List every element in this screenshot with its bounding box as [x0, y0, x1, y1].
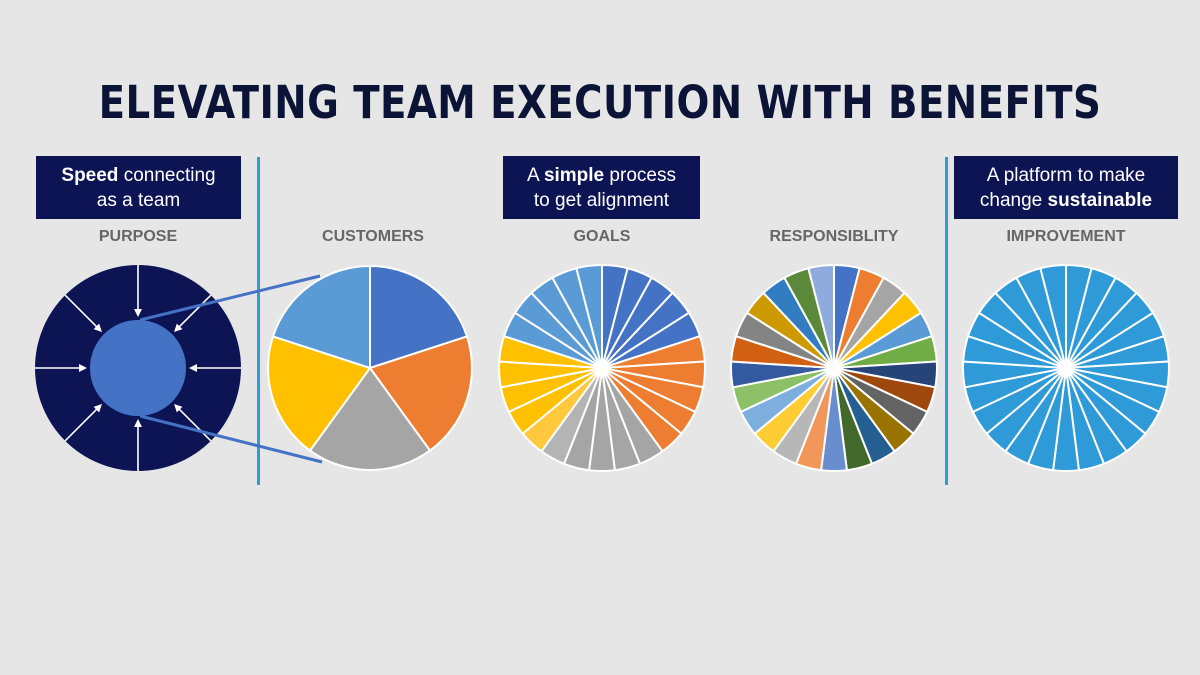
responsibility-pie-chart — [730, 264, 938, 472]
pie-slice — [369, 265, 469, 369]
pie-slice — [309, 367, 431, 471]
zoom-connector-lines — [139, 274, 323, 464]
label-customers: CUSTOMERS — [322, 228, 424, 245]
label-purpose: PURPOSE — [98, 228, 178, 245]
callout-bold: Speed — [61, 164, 119, 186]
callout-improvement: A platform to make change sustainable — [954, 156, 1178, 219]
inward-arrows-icon — [35, 265, 241, 471]
callout-bold: sustainable — [1047, 189, 1153, 211]
customers-pie-chart — [267, 265, 473, 471]
purpose-circle — [35, 265, 241, 471]
divider-right — [945, 157, 948, 485]
goals-pie-chart — [498, 264, 706, 472]
callout-goals: A simple process to get alignment — [503, 156, 700, 219]
label-goals: GOALS — [573, 228, 631, 245]
callout-text: A platform to make — [986, 164, 1146, 186]
pie-slice — [267, 335, 371, 452]
arrow-icon — [64, 294, 102, 332]
pie-slice — [271, 265, 371, 369]
pie-slice — [1039, 264, 1067, 369]
pie-slice — [369, 335, 473, 452]
callout-text: process — [604, 164, 676, 186]
callout-text: A — [527, 164, 544, 186]
page-title: ELEVATING TEAM EXECUTION WITH BENEFITS — [98, 76, 1102, 129]
pie-slice — [575, 264, 603, 369]
divider-left — [257, 157, 260, 485]
callout-text-line2: to get alignment — [533, 189, 670, 211]
improvement-pie-chart — [962, 264, 1171, 472]
arrow-icon — [174, 294, 212, 332]
arrow-icon — [174, 404, 212, 442]
arrow-icon — [64, 404, 102, 442]
callout-bold: simple — [543, 164, 605, 186]
purpose-core — [90, 320, 186, 416]
callout-text-line2: change — [979, 189, 1048, 211]
label-improvement: IMPROVEMENT — [1006, 228, 1126, 245]
callout-purpose: Speed connecting as a team — [36, 156, 241, 219]
callout-text: connecting — [118, 164, 216, 186]
callout-text-line2: as a team — [96, 189, 181, 211]
label-responsibility: RESPONSIBLITY — [769, 228, 899, 245]
pie-slice — [807, 264, 835, 369]
